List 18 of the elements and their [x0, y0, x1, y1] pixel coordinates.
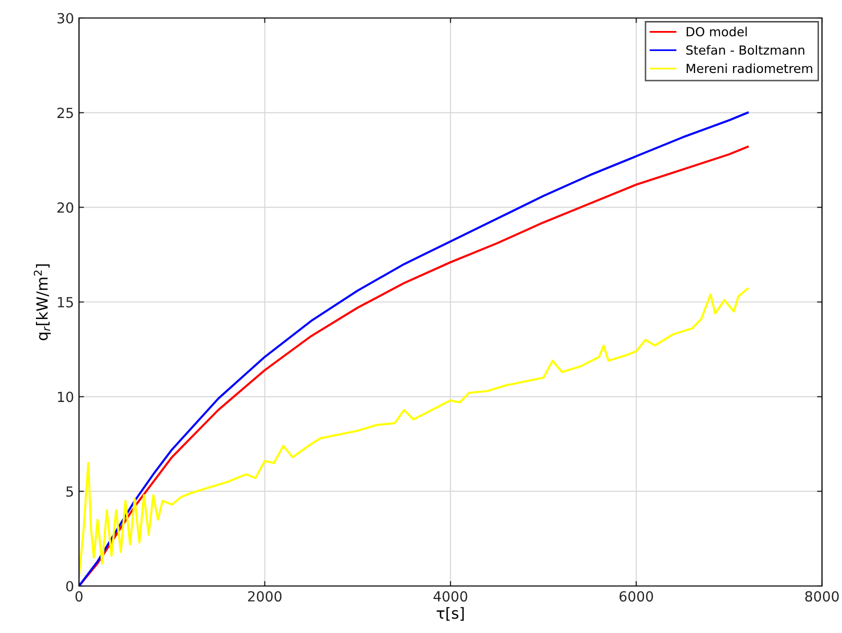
x-tick-label: 0 [75, 591, 82, 602]
line-series [79, 288, 749, 578]
x-axis-title: τ[s] [436, 607, 464, 621]
y-tick-label: 20 [57, 202, 74, 213]
y-tick-label: 15 [58, 297, 73, 308]
legend-label: DO model [686, 26, 747, 36]
y-axis-title: q$_{r}$[kW/m$^{2}$] [34, 264, 51, 340]
x-tick-label: 8000 [805, 591, 839, 602]
y-tick-label: 30 [58, 12, 74, 24]
y-tick-label: 0 [66, 580, 74, 592]
x-tick-label: 6000 [620, 591, 653, 602]
x-tick-label: 4000 [434, 591, 468, 602]
x-tick-label: 2000 [248, 591, 282, 602]
legend-label: Stefan - Boltzmann [686, 45, 804, 55]
y-tick-label: 10 [58, 392, 74, 402]
legend-label: Mereni radiometrem [686, 63, 812, 74]
y-tick-label: 25 [57, 108, 73, 118]
y-tick-label: 5 [66, 486, 73, 497]
